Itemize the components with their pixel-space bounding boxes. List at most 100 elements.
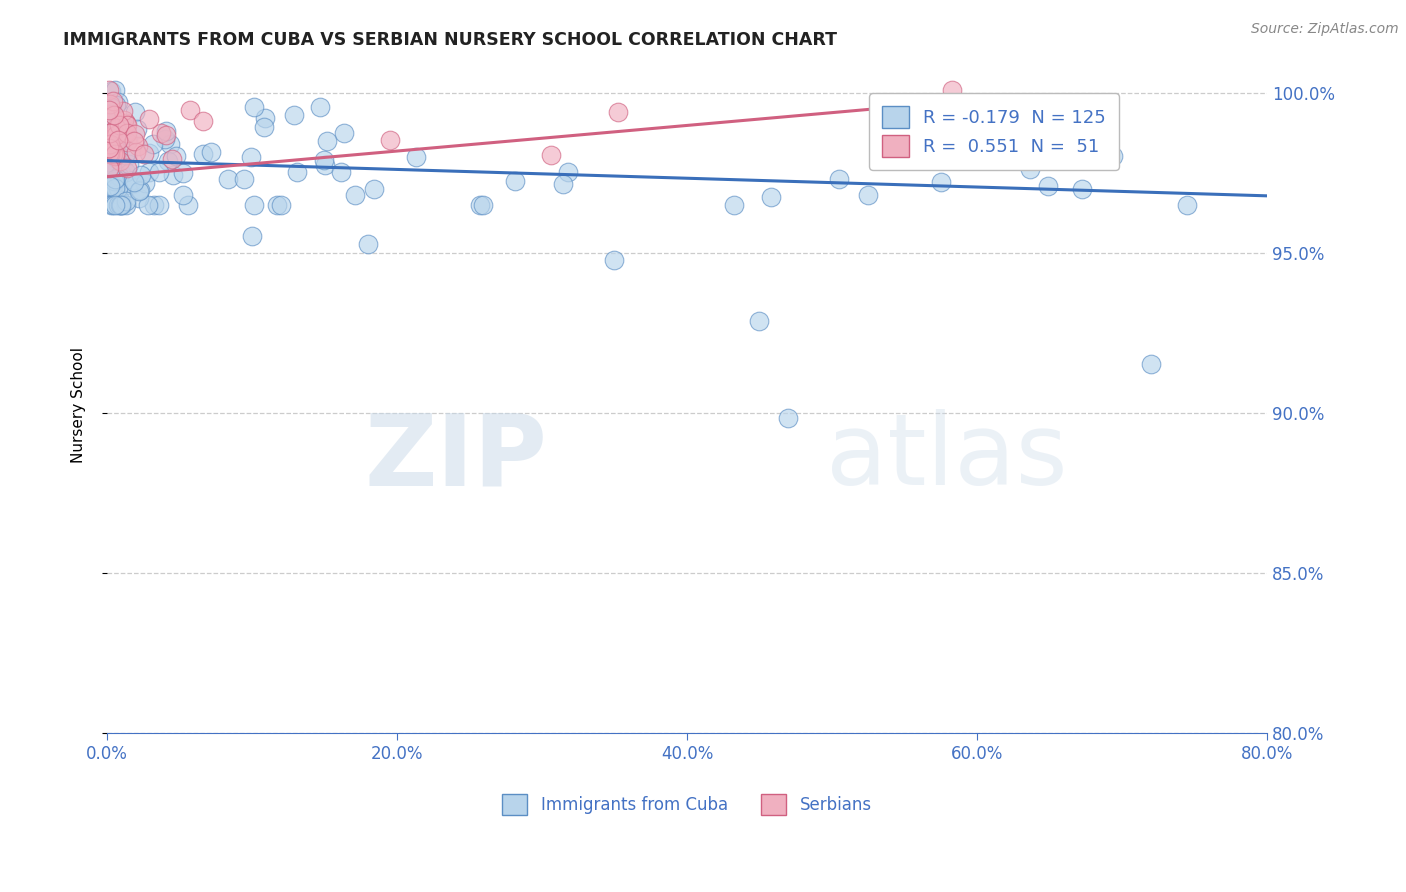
Point — [104, 141, 127, 155]
Point — [557, 165, 579, 179]
Point — [107, 133, 129, 147]
Point — [104, 83, 127, 97]
Point — [138, 146, 160, 161]
Point — [105, 128, 128, 143]
Point — [127, 122, 149, 136]
Point — [155, 128, 177, 143]
Text: atlas: atlas — [827, 409, 1067, 507]
Point — [142, 136, 165, 151]
Point — [101, 144, 124, 158]
Point — [266, 198, 288, 212]
Point — [104, 149, 127, 163]
Point — [97, 145, 120, 160]
Text: IMMIGRANTS FROM CUBA VS SERBIAN NURSERY SCHOOL CORRELATION CHART: IMMIGRANTS FROM CUBA VS SERBIAN NURSERY … — [63, 31, 837, 49]
Point — [778, 411, 800, 425]
Point — [122, 178, 145, 192]
Point — [124, 128, 146, 142]
Point — [104, 181, 127, 195]
Point — [105, 120, 128, 135]
Point — [312, 153, 335, 168]
Point — [308, 100, 330, 114]
Point — [177, 198, 200, 212]
Point — [136, 198, 159, 212]
Point — [748, 313, 770, 327]
Point — [134, 147, 156, 161]
Point — [148, 198, 170, 212]
Point — [103, 147, 125, 161]
Point — [100, 84, 122, 98]
Point — [98, 136, 121, 151]
Point — [97, 137, 120, 152]
Point — [98, 96, 121, 111]
Point — [117, 126, 139, 140]
Text: ZIP: ZIP — [366, 409, 548, 507]
Point — [105, 152, 128, 166]
Point — [990, 133, 1012, 147]
Point — [1071, 182, 1094, 196]
Point — [97, 180, 120, 194]
Point — [540, 147, 562, 161]
Point — [97, 130, 120, 145]
Point — [856, 187, 879, 202]
Point — [97, 145, 120, 160]
Point — [100, 98, 122, 112]
Point — [108, 193, 131, 207]
Text: Source: ZipAtlas.com: Source: ZipAtlas.com — [1251, 22, 1399, 37]
Point — [114, 128, 136, 142]
Point — [122, 134, 145, 148]
Point — [191, 114, 214, 128]
Point — [828, 172, 851, 186]
Point — [217, 172, 239, 186]
Point — [138, 112, 160, 126]
Point — [172, 188, 194, 202]
Point — [240, 228, 263, 243]
Point — [105, 97, 128, 112]
Point — [129, 169, 152, 183]
Point — [127, 139, 149, 153]
Point — [357, 236, 380, 251]
Point — [122, 176, 145, 190]
Point — [941, 83, 963, 97]
Point — [253, 120, 276, 135]
Point — [117, 135, 139, 149]
Point — [156, 154, 179, 169]
Point — [128, 183, 150, 197]
Point — [134, 177, 156, 191]
Point — [603, 252, 626, 267]
Point — [115, 149, 138, 163]
Point — [114, 198, 136, 212]
Point — [108, 118, 131, 132]
Point — [316, 134, 339, 148]
Point — [97, 155, 120, 169]
Point — [114, 194, 136, 208]
Point — [108, 194, 131, 209]
Point — [243, 198, 266, 212]
Point — [330, 164, 353, 178]
Point — [191, 147, 214, 161]
Point — [101, 147, 124, 161]
Point — [107, 148, 129, 162]
Point — [118, 178, 141, 192]
Point — [97, 165, 120, 179]
Point — [103, 113, 125, 128]
Point — [150, 126, 173, 140]
Point — [332, 126, 354, 140]
Point — [551, 178, 574, 192]
Point — [97, 103, 120, 117]
Point — [112, 121, 135, 136]
Point — [314, 158, 336, 172]
Legend: Immigrants from Cuba, Serbians: Immigrants from Cuba, Serbians — [496, 788, 879, 822]
Point — [107, 198, 129, 212]
Point — [1077, 128, 1099, 142]
Point — [159, 136, 181, 151]
Point — [100, 134, 122, 148]
Point — [931, 175, 953, 189]
Point — [97, 138, 120, 153]
Point — [179, 103, 201, 117]
Point — [138, 164, 160, 178]
Point — [107, 126, 129, 140]
Point — [243, 100, 266, 114]
Point — [1102, 149, 1125, 163]
Point — [97, 141, 120, 155]
Point — [101, 198, 124, 212]
